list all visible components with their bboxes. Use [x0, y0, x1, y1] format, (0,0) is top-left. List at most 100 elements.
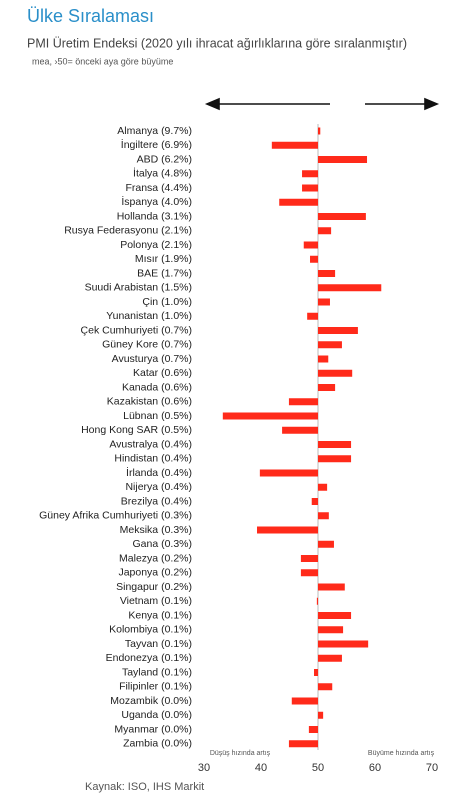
- bar: [318, 711, 324, 719]
- x-tick-label: 60: [369, 762, 381, 774]
- bar: [318, 355, 329, 363]
- bar: [318, 270, 336, 277]
- y-tick-label: Yunanistan (1.0%): [106, 310, 192, 322]
- bar: [257, 526, 318, 534]
- y-tick-label: Hollanda (3.1%): [117, 210, 192, 222]
- bar: [318, 683, 333, 691]
- bar: [314, 669, 318, 676]
- y-tick-label: Kanada (0.6%): [122, 381, 192, 393]
- bar: [259, 469, 318, 477]
- bar: [308, 726, 318, 733]
- y-tick-label: Meksika (0.3%): [120, 524, 192, 536]
- bar: [302, 170, 318, 178]
- arrow-head: [424, 97, 440, 111]
- bar: [318, 540, 334, 548]
- y-tick-label: Polonya (2.1%): [120, 239, 192, 251]
- bar: [303, 241, 318, 249]
- y-tick-label: Çin (1.0%): [142, 296, 192, 308]
- bar: [318, 583, 345, 591]
- bar: [318, 384, 336, 391]
- bar: [318, 640, 369, 648]
- bar: [318, 156, 368, 163]
- x-tick-label: 50: [312, 762, 324, 774]
- y-tick-label: Brezilya (0.4%): [121, 495, 192, 507]
- bar: [318, 512, 329, 520]
- bar: [318, 284, 382, 292]
- y-tick-label: Singapur (0.2%): [116, 581, 192, 593]
- y-tick-label: Avustralya (0.4%): [109, 438, 192, 450]
- chart-title: Ülke Sıralaması: [27, 6, 154, 26]
- bar: [318, 327, 358, 334]
- y-tick-label: Myanmar (0.0%): [114, 723, 192, 735]
- bar: [318, 298, 330, 306]
- y-tick-label: Kolombiya (0.1%): [109, 624, 192, 636]
- bar: [318, 654, 342, 662]
- bar: [318, 612, 352, 619]
- y-tick-label: Hong Kong SAR (0.5%): [81, 424, 192, 436]
- y-tick-label: Mozambik (0.0%): [110, 695, 192, 707]
- x-tick-label: 30: [198, 762, 210, 774]
- y-tick-label: Kenya (0.1%): [128, 609, 192, 621]
- y-tick-label: Malezya (0.2%): [119, 552, 192, 564]
- bar: [318, 341, 342, 349]
- annotation: Büyüme hızında artış: [368, 750, 435, 757]
- y-tick-label: Endonezya (0.1%): [106, 652, 192, 664]
- bar: [302, 184, 318, 192]
- bar: [318, 626, 344, 634]
- y-tick-label: Tayland (0.1%): [122, 666, 192, 678]
- bar: [271, 141, 318, 149]
- bar: [222, 412, 318, 420]
- y-tick-label: Vietnam (0.1%): [120, 595, 192, 607]
- source: Kaynak: ISO, IHS Markit: [85, 781, 204, 793]
- y-tick-label: Tayvan (0.1%): [125, 638, 192, 650]
- bar: [318, 127, 321, 135]
- y-tick-label: İngiltere (6.9%): [121, 138, 192, 151]
- y-tick-label: Güney Kore (0.7%): [102, 339, 192, 351]
- bar: [318, 483, 328, 491]
- bar: [300, 555, 318, 562]
- arrows: [204, 97, 440, 111]
- y-tick-label: Japonya (0.2%): [118, 567, 192, 579]
- y-tick-label: Katar (0.6%): [133, 367, 192, 379]
- bar: [311, 498, 318, 505]
- bar: [318, 369, 353, 377]
- bar: [310, 255, 318, 263]
- y-tick-label: Uganda (0.0%): [121, 709, 192, 721]
- y-tick-label: İtalya (4.8%): [133, 167, 192, 180]
- y-tick-label: Hindistan (0.4%): [114, 453, 192, 465]
- y-tick-label: Avusturya (0.7%): [112, 353, 192, 365]
- y-tick-label: BAE (1.7%): [137, 267, 192, 279]
- y-tick-label: Gana (0.3%): [132, 538, 192, 550]
- bar: [279, 198, 318, 206]
- y-tick-label: Mısır (1.9%): [135, 253, 192, 265]
- chart-subtitle: PMI Üretim Endeksi (2020 yılı ihracat ağ…: [27, 36, 407, 50]
- bar: [318, 455, 352, 463]
- annotation: Düşüş hızında artış: [210, 750, 271, 757]
- bar: [318, 441, 352, 448]
- x-tick-label: 70: [426, 762, 438, 774]
- y-tick-label: Rusya Federasyonu (2.1%): [64, 225, 192, 237]
- x-tick-label: 40: [255, 762, 267, 774]
- y-tick-label: Nijerya (0.4%): [125, 481, 192, 493]
- y-tick-label: Almanya (9.7%): [117, 125, 192, 137]
- bar: [282, 426, 318, 434]
- y-tick-label: Zambia (0.0%): [123, 738, 192, 750]
- y-tick-label: İrlanda (0.4%): [126, 466, 192, 479]
- y-tick-label: Kazakistan (0.6%): [107, 396, 192, 408]
- bar: [288, 398, 318, 406]
- y-tick-label: İspanya (4.0%): [121, 195, 192, 208]
- y-tick-label: Güney Afrika Cumhuriyeti (0.3%): [39, 510, 192, 522]
- chart-note: mea, ›50= önceki aya göre büyüme: [32, 56, 173, 66]
- y-tick-label: Çek Cumhuriyeti (0.7%): [81, 324, 192, 336]
- bar: [307, 312, 318, 320]
- y-tick-label: ABD (6.2%): [137, 153, 192, 165]
- bar: [300, 569, 318, 577]
- y-tick-label: Filipinler (0.1%): [119, 681, 192, 693]
- y-tick-label: Lübnan (0.5%): [123, 410, 192, 422]
- arrow-head: [204, 97, 220, 111]
- y-tick-label: Suudi Arabistan (1.5%): [85, 282, 192, 294]
- bar: [318, 213, 366, 220]
- y-tick-label: Fransa (4.4%): [125, 182, 192, 194]
- bar: [316, 597, 318, 605]
